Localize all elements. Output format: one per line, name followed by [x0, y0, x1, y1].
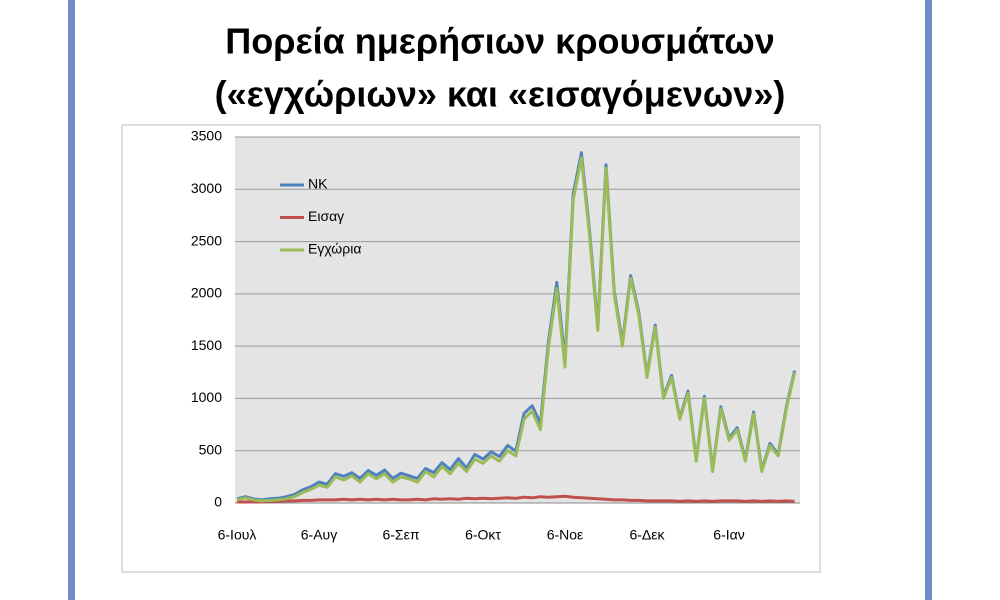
y-tick-label: 2000	[191, 285, 222, 301]
x-tick-label: 6-Ιαν	[713, 527, 744, 543]
chart-title: Πορεία ημερήσιων κρουσμάτων	[225, 21, 774, 62]
y-tick-label: 1500	[191, 337, 222, 353]
series-line	[236, 156, 797, 503]
chart-title: («εγχώριων» και «εισαγόμενων»)	[215, 74, 786, 115]
x-tick-label: 6-Νοε	[547, 527, 584, 543]
y-tick-label: 2500	[191, 232, 222, 248]
legend-label: Εισαγ	[308, 208, 344, 224]
y-tick-label: 3500	[191, 128, 222, 144]
slide-border-right	[925, 0, 932, 600]
legend-label: Εγχώρια	[308, 241, 361, 257]
x-tick-label: 6-Δεκ	[629, 527, 665, 543]
series-line	[237, 494, 795, 504]
y-tick-label: 0	[214, 494, 222, 510]
y-tick-label: 1000	[191, 389, 222, 405]
y-tick-label: 3000	[191, 180, 222, 196]
legend-label: ΝΚ	[308, 176, 328, 192]
y-tick-label: 500	[199, 441, 223, 457]
x-tick-label: 6-Σεπ	[382, 527, 419, 543]
x-tick-label: 6-Ιουλ	[218, 527, 257, 543]
slide-border-left	[68, 0, 75, 600]
x-tick-label: 6-Οκτ	[465, 527, 501, 543]
x-tick-label: 6-Αυγ	[301, 527, 337, 543]
